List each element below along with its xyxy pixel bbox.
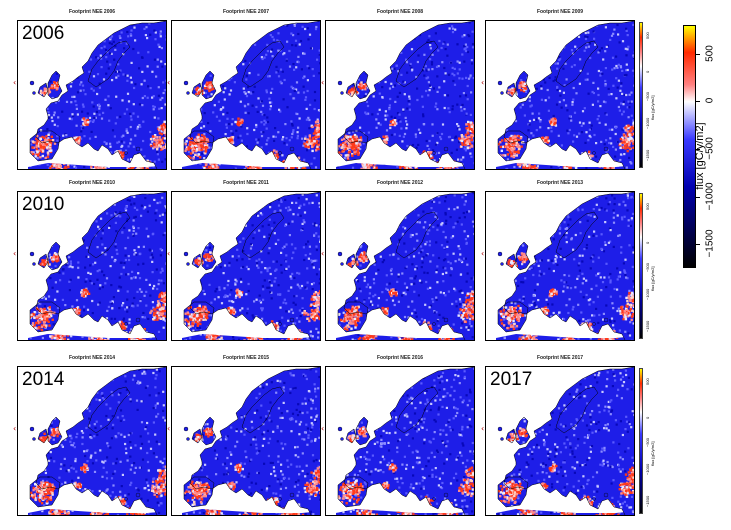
europe-flux-map [28,367,166,515]
mini-colorbar-tick: −1500 [645,320,650,332]
map-frame: 2006 [17,20,167,170]
panel-title: Footprint NEE 2012 [376,180,424,186]
left-edge-marker-icon: ‹ [321,424,325,433]
panel-title: Footprint NEE 2006 [68,9,116,15]
map-frame [325,20,475,170]
panel-title: Footprint NEE 2014 [68,355,116,361]
main-colorbar-title: flux [gC/y/m2] [694,122,706,190]
map-panel: Footprint NEE 2007 ‹ [167,9,321,170]
map-frame [325,366,475,516]
colorbar-tick-label: 500 [704,44,716,62]
europe-flux-map [496,192,634,340]
europe-flux-map [28,192,166,340]
colorbar-tick-label: −1500 [704,229,716,258]
colorbar-tick-label: −1000 [704,181,716,211]
left-edge-marker-icon: ‹ [167,424,171,433]
left-edge-marker-icon: ‹ [13,424,17,433]
panel-title: Footprint NEE 2013 [536,180,584,186]
left-edge-marker-icon: ‹ [13,249,17,258]
europe-flux-map [28,21,166,169]
mini-colorbar-tick: 500 [645,377,650,385]
map-panel: Footprint NEE 2014 2014 ‹ [13,355,167,516]
map-frame [171,20,321,170]
left-edge-marker-icon: ‹ [321,78,325,87]
panel-title: Footprint NEE 2016 [376,355,424,361]
mini-colorbar-label: flux [gC/y/m2] [650,266,655,291]
map-panel: Footprint NEE 2006 2006 ‹ [13,9,167,170]
europe-flux-map [182,367,320,515]
left-edge-marker-icon: ‹ [167,78,171,87]
colorbar-tick-label: −500 [704,137,716,160]
map-panel: Footprint NEE 2011 ‹ [167,180,321,341]
map-frame [325,191,475,341]
mini-colorbar [639,368,643,514]
map-panel: Footprint NEE 2009 ‹ 500 0 −500 −1000 −1500 flu… [481,9,655,170]
mini-colorbar [639,193,643,339]
panel-title: Footprint NEE 2011 [223,180,269,186]
mini-colorbar-tick: 500 [645,31,650,39]
colorbar-tick-mark [696,148,700,150]
europe-flux-map [336,367,474,515]
map-frame [171,191,321,341]
panel-title: Footprint NEE 2017 [536,355,584,361]
mini-colorbar-tick: 0 [645,70,650,73]
panel-title: Footprint NEE 2010 [68,180,116,186]
mini-colorbar [639,22,643,168]
panel-title: Footprint NEE 2007 [222,9,270,15]
map-frame [485,20,635,170]
map-panel: Footprint NEE 2008 ‹ [321,9,475,170]
left-edge-marker-icon: ‹ [481,78,485,87]
mini-colorbar-tick: −1500 [645,495,650,507]
colorbar-tick-label: 0 [704,97,716,104]
colorbar-tick-mark [696,53,700,55]
year-label: 2014 [22,369,65,390]
colorbar-tick-mark [696,101,700,103]
left-edge-marker-icon: ‹ [167,249,171,258]
map-frame: 2010 [17,191,167,341]
map-panel: Footprint NEE 2017 2017 ‹ 500 0 −500 −1000 −150… [481,355,655,516]
europe-flux-map [182,21,320,169]
left-edge-marker-icon: ‹ [481,424,485,433]
left-edge-marker-icon: ‹ [13,78,17,87]
main-colorbar [683,25,696,268]
year-label: 2006 [22,23,65,44]
map-panel: Footprint NEE 2010 2010 ‹ [13,180,167,341]
mini-colorbar-label: flux [gC/y/m2] [650,95,655,120]
map-panel: Footprint NEE 2015 ‹ [167,355,321,516]
map-frame: 2014 [17,366,167,516]
year-label: 2010 [22,194,65,215]
map-frame [171,366,321,516]
left-edge-marker-icon: ‹ [481,249,485,258]
panel-title: Footprint NEE 2015 [222,355,270,361]
map-panel: Footprint NEE 2013 ‹ 500 0 −500 −1000 −1500 flu… [481,180,655,341]
panel-title: Footprint NEE 2008 [376,9,424,15]
panel-title: Footprint NEE 2009 [536,9,584,15]
map-frame [485,191,635,341]
year-label: 2017 [490,369,533,390]
map-panel: Footprint NEE 2016 ‹ [321,355,475,516]
map-panel: Footprint NEE 2012 ‹ [321,180,475,341]
europe-flux-map [336,21,474,169]
mini-colorbar-tick: 500 [645,202,650,210]
europe-flux-map [496,367,634,515]
mini-colorbar-tick: 0 [645,241,650,244]
mini-colorbar-tick: 0 [645,416,650,419]
left-edge-marker-icon: ‹ [321,249,325,258]
mini-colorbar-label: flux [gC/y/m2] [650,441,655,466]
map-frame: 2017 [485,366,635,516]
colorbar-tick-mark [696,244,700,246]
europe-flux-map [182,192,320,340]
europe-flux-map [496,21,634,169]
europe-flux-map [336,192,474,340]
mini-colorbar-tick: −1500 [645,149,650,161]
colorbar-tick-mark [696,196,700,198]
